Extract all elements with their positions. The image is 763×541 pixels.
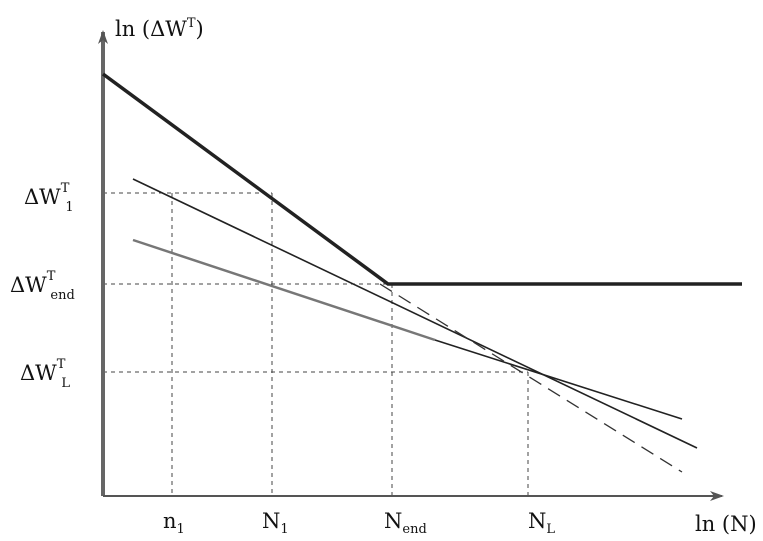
thin-line-steep	[132, 178, 698, 449]
y-axis-title: ln (ΔWT)	[115, 16, 204, 41]
xtick-n1-small: n1	[163, 509, 185, 537]
xtick-nl: NL	[528, 509, 555, 537]
ytick-dwend: ΔWT end	[10, 269, 75, 303]
guide-lines	[103, 192, 529, 496]
xtick-n1: N1	[262, 509, 289, 537]
thin-line-shallow	[434, 339, 683, 420]
ytick-dwl: ΔWT L	[20, 357, 70, 391]
ytick-dw1: ΔWT 1	[24, 181, 74, 215]
x-axis-title: ln (N)	[695, 512, 757, 536]
xtick-nend: Nend	[384, 509, 427, 537]
thick-bilinear-curve	[101, 72, 742, 286]
gray-line	[132, 238, 436, 342]
dashed-extrapolation	[379, 283, 683, 473]
